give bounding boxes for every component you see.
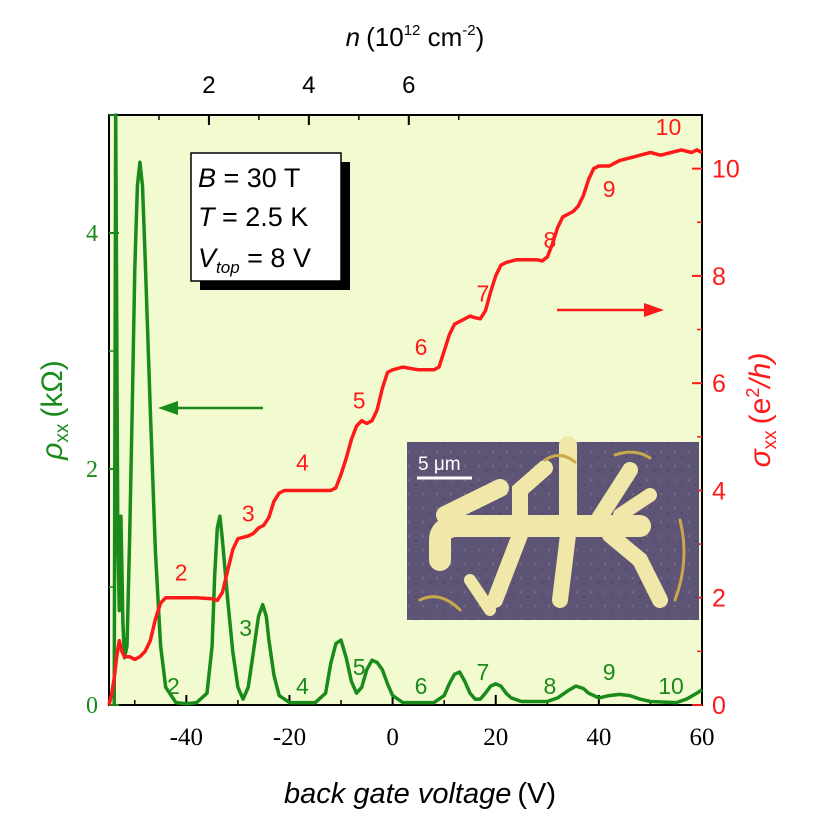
x-axis-ticks: -40 -20 0 20 40 60: [134, 695, 715, 751]
top-tick-label: 2: [202, 72, 215, 99]
right-tick-label: 8: [712, 263, 726, 291]
right-tick-label: 4: [712, 477, 726, 505]
left-tick-label: 2: [86, 457, 98, 483]
rho-filling-factor-label: 3: [239, 615, 252, 641]
sigma-filling-factor-label: 8: [543, 227, 556, 253]
right-axis-title: σxx(e2/h): [743, 353, 781, 468]
rho-filling-factor-label: 7: [476, 659, 489, 685]
rho-filling-factor-label: 8: [543, 673, 556, 699]
top-tick-label: 4: [302, 72, 315, 99]
x-tick-label: 20: [483, 724, 508, 751]
sigma-filling-factor-label: 7: [476, 280, 489, 306]
sigma-filling-factor-label: 6: [415, 334, 428, 360]
right-tick-label: 0: [712, 692, 726, 720]
rho-filling-factor-label: 4: [296, 673, 309, 699]
rho-filling-factor-label: 5: [353, 654, 366, 680]
x-tick-label: 60: [690, 724, 715, 751]
rho-filling-factor-label: 2: [167, 673, 180, 699]
annotation-layer: 2 3 4 5 6 7 8 9 10 2 3 4 5 6 7 8 9 10: [167, 114, 684, 699]
right-tick-label: 10: [712, 156, 740, 184]
top-tick-label: 6: [402, 72, 415, 99]
sigma-filling-factor-label: 9: [603, 176, 616, 202]
top-axis-title: n (1012 cm-2): [346, 22, 485, 52]
right-tick-label: 2: [712, 585, 726, 613]
condition-temperature: T = 2.5 K: [198, 202, 308, 232]
x-axis-title: back gate voltage (V): [284, 778, 556, 810]
x-tick-label: -40: [170, 724, 203, 751]
condition-box: B = 30 T T = 2.5 K Vtop = 8 V: [190, 152, 350, 290]
top-axis-ticks: 2 4 6: [158, 72, 460, 125]
sigma-filling-factor-label: 5: [353, 388, 366, 414]
rho-xx-series-line: [112, 113, 703, 706]
scale-bar-label: 5 μm: [418, 454, 461, 475]
x-tick-label: 0: [386, 724, 399, 751]
x-tick-label: -20: [273, 724, 306, 751]
series-layer: [107, 113, 703, 706]
right-tick-label: 6: [712, 370, 726, 398]
right-axis-arrow: [557, 303, 664, 317]
left-axis-title: ρxx(kΩ): [36, 360, 73, 461]
condition-field: B = 30 T: [198, 163, 300, 193]
condition-top-gate: Vtop = 8 V: [198, 243, 311, 277]
x-tick-label: 40: [586, 724, 611, 751]
device-micrograph-inset: 5 μm: [407, 436, 699, 620]
rho-filling-factor-label: 6: [415, 673, 428, 699]
sigma-xx-series-line: [107, 148, 703, 706]
sigma-filling-factor-label: 4: [296, 449, 309, 475]
left-axis-ticks: 0 2 4: [86, 114, 119, 719]
right-axis-ticks: 0 2 4 6 8 10: [692, 156, 740, 720]
left-tick-label: 4: [86, 221, 98, 247]
sigma-filling-factor-label: 10: [656, 114, 682, 140]
rho-filling-factor-label: 9: [603, 659, 616, 685]
sigma-filling-factor-label: 2: [175, 559, 188, 585]
rho-filling-factor-label: 10: [658, 673, 684, 699]
left-tick-label: 0: [86, 693, 98, 719]
sigma-filling-factor-label: 3: [242, 500, 255, 526]
left-axis-arrow: [158, 401, 263, 415]
